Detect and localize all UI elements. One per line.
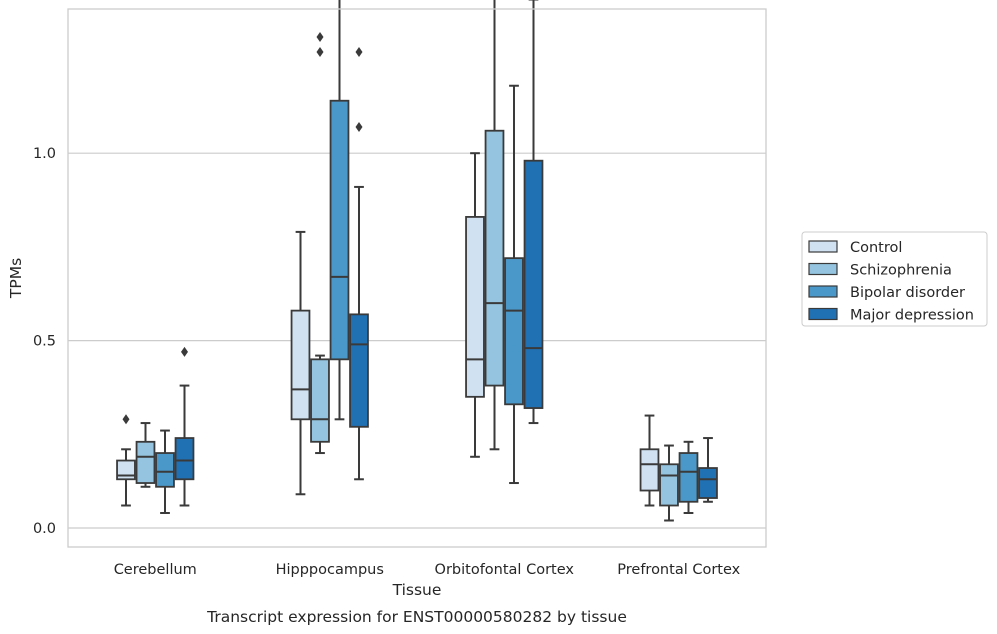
box-control xyxy=(116,414,136,507)
box-major-depression xyxy=(698,437,718,503)
x-axis-title: Tissue xyxy=(392,581,442,599)
grid-lines xyxy=(68,152,766,529)
outlier-point xyxy=(122,414,130,425)
legend: Control Schizophrenia Bipolar disorder Majo… xyxy=(801,231,988,327)
legend-swatch xyxy=(808,285,838,298)
box-iqr xyxy=(465,216,485,398)
box-iqr xyxy=(639,448,660,492)
box-control xyxy=(465,152,485,458)
box-major-depression xyxy=(523,0,544,425)
box-iqr xyxy=(504,257,524,406)
legend-label: Bipolar disorder xyxy=(850,285,965,301)
x-tick-label: Cerebellum xyxy=(114,562,197,578)
box-iqr xyxy=(310,358,330,443)
legend-label: Major depression xyxy=(850,308,974,324)
y-tick-label: 1.0 xyxy=(33,146,56,162)
x-tick-labels: Cerebellum Hipppocampus Orbitofontal Corte… xyxy=(114,562,741,578)
box-schizophrenia xyxy=(310,32,330,455)
box-iqr xyxy=(155,452,175,488)
box-iqr xyxy=(135,440,156,484)
box-bipolar-disorder xyxy=(678,440,699,515)
box-plot-area xyxy=(116,0,718,522)
box-major-depression xyxy=(349,47,369,481)
legend-swatch xyxy=(808,307,838,321)
box-iqr xyxy=(290,309,311,421)
box-control xyxy=(290,230,311,496)
box-bipolar-disorder xyxy=(329,0,350,421)
box-iqr xyxy=(484,129,505,387)
outlier-point xyxy=(355,121,363,132)
legend-frame xyxy=(801,231,988,327)
outlier-point xyxy=(355,47,363,58)
y-tick-label: 0.0 xyxy=(33,521,56,537)
box-schizophrenia xyxy=(659,444,679,522)
x-tick-label: Orbitofontal Cortex xyxy=(435,562,575,578)
box-iqr xyxy=(349,313,369,428)
legend-swatch xyxy=(808,240,838,253)
box-iqr xyxy=(174,437,195,481)
box-iqr xyxy=(698,467,718,499)
box-control xyxy=(639,414,660,507)
box-iqr xyxy=(678,452,699,503)
box-iqr xyxy=(659,463,679,507)
y-tick-label: 0.5 xyxy=(33,334,56,350)
outlier-point xyxy=(181,346,188,357)
box-major-depression xyxy=(174,346,195,507)
outlier-point xyxy=(316,47,324,58)
x-tick-label: Prefrontal Cortex xyxy=(617,562,740,578)
box-iqr xyxy=(329,99,350,361)
box-schizophrenia xyxy=(484,0,505,451)
box-iqr xyxy=(523,159,544,409)
plot-frame xyxy=(67,8,767,548)
legend-label: Schizophrenia xyxy=(850,263,952,279)
legend-swatch xyxy=(808,262,838,276)
y-tick-labels: 0.00.51.01.52.02.5 xyxy=(33,146,56,537)
chart-caption: Transcript expression for ENST0000058028… xyxy=(206,608,627,626)
y-axis-title: TPMs xyxy=(7,258,25,299)
box-bipolar-disorder xyxy=(155,429,175,515)
outlier-point xyxy=(316,32,324,43)
legend-label: Control xyxy=(850,240,902,256)
box-bipolar-disorder xyxy=(504,84,524,485)
x-tick-label: Hipppocampus xyxy=(276,562,384,578)
box-schizophrenia xyxy=(135,422,156,488)
